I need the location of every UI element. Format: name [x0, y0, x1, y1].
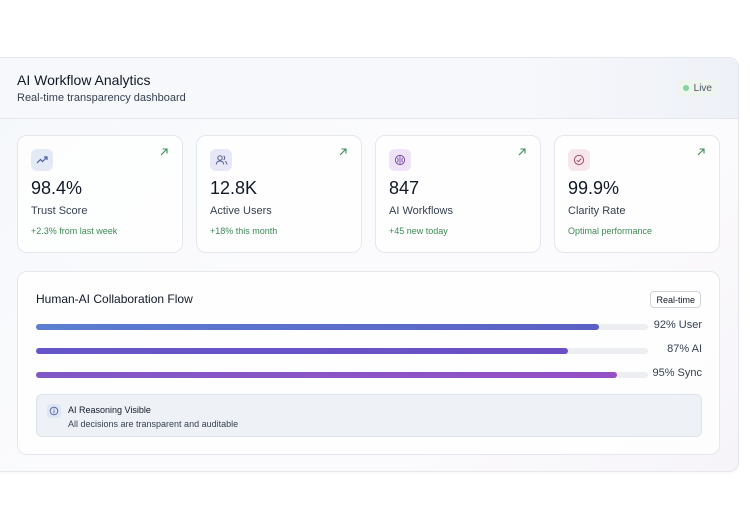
check-circle-icon: [568, 149, 590, 171]
analytics-panel: AI Workflow Analytics Real-time transpar…: [0, 57, 739, 472]
stat-value: 98.4%: [31, 178, 83, 198]
stat-value: 12.8K: [210, 178, 258, 198]
stat-label: Clarity Rate: [568, 205, 626, 217]
stat-change: +45 new today: [389, 226, 448, 236]
stat-label: AI Workflows: [389, 205, 453, 217]
stat-card-clarity-rate[interactable]: 99.9% Clarity Rate Optimal performance: [554, 135, 720, 253]
page-subtitle: Real-time transparency dashboard: [17, 92, 186, 104]
collaboration-title: Human-AI Collaboration Flow: [36, 292, 193, 306]
bar-row-user: 92% User: [36, 319, 702, 335]
bar-label: 95% Sync: [652, 367, 702, 379]
progress-fill-ai: [36, 348, 569, 354]
stat-change: Optimal performance: [568, 226, 653, 236]
stat-card-trust-score[interactable]: 98.4% Trust Score +2.3% from last week: [17, 135, 183, 253]
stat-card-ai-workflows[interactable]: 847 AI Workflows +45 new today: [375, 135, 541, 253]
progress-track: [36, 324, 648, 330]
stat-value: 847: [389, 178, 420, 198]
progress-track: [36, 348, 648, 354]
panel-header: AI Workflow Analytics Real-time transpar…: [0, 58, 738, 119]
arrow-up-right-icon: [697, 148, 705, 156]
info-icon: [47, 404, 61, 418]
stat-label: Trust Score: [31, 205, 88, 217]
bar-label: 87% AI: [667, 343, 702, 355]
reasoning-subtitle: All decisions are transparent and audita…: [68, 419, 239, 429]
progress-track: [36, 372, 648, 378]
stat-value: 99.9%: [568, 178, 620, 198]
progress-fill-sync: [36, 372, 618, 378]
arrow-up-right-icon: [160, 148, 168, 156]
arrow-up-right-icon: [518, 148, 526, 156]
page-title: AI Workflow Analytics: [17, 72, 151, 88]
live-label: Live: [693, 82, 712, 94]
bar-row-ai: 87% AI: [36, 343, 702, 359]
stat-label: Active Users: [210, 205, 272, 217]
live-dot-icon: [682, 85, 689, 91]
trending-up-icon: [31, 149, 53, 171]
ai-reasoning-notice: AI Reasoning Visible All decisions are t…: [36, 394, 702, 437]
bar-row-sync: 95% Sync: [36, 367, 702, 383]
arrow-up-right-icon: [339, 148, 347, 156]
users-icon: [210, 149, 232, 171]
realtime-badge: Real-time: [650, 291, 701, 308]
brain-icon: [389, 149, 411, 171]
progress-fill-user: [36, 324, 600, 330]
collaboration-flow-panel: Human-AI Collaboration Flow Real-time 92…: [17, 271, 720, 455]
reasoning-title: AI Reasoning Visible: [68, 405, 151, 415]
bar-label: 92% User: [653, 319, 702, 331]
stat-change: +2.3% from last week: [31, 226, 118, 236]
stat-card-active-users[interactable]: 12.8K Active Users +18% this month: [196, 135, 362, 253]
stat-change: +18% this month: [210, 226, 278, 236]
live-status-badge: Live: [676, 80, 718, 96]
